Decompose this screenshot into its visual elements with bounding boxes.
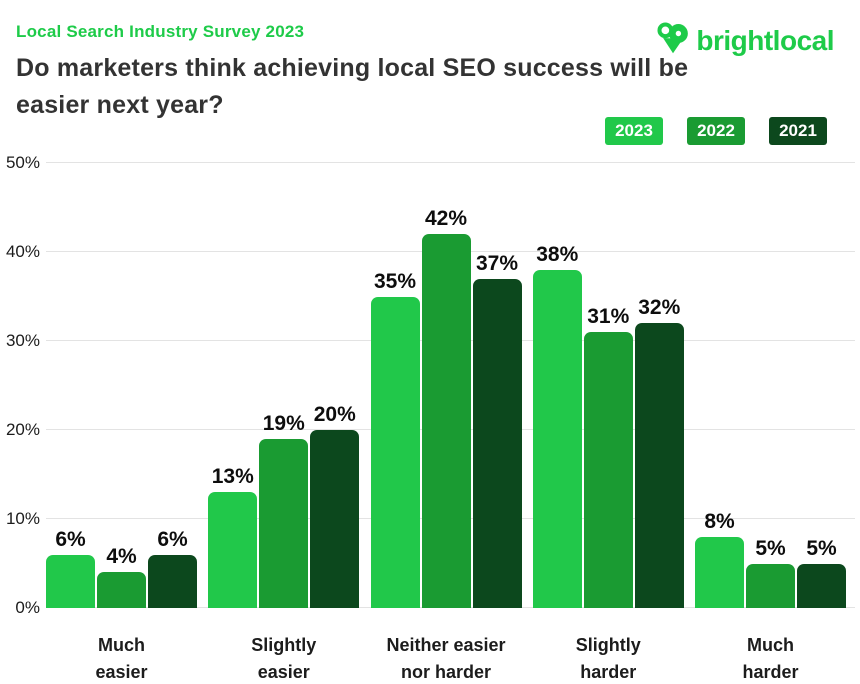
bar-cell-2023: 35%: [370, 163, 420, 608]
plot-area: 6% 4% 6% 13% 19% 20% 35% 42% 37% 38% 31% 32% 8% 5% 5%: [46, 162, 855, 608]
x-axis: Much easier Slightly easier Neither easier…: [46, 632, 846, 684]
legend-item-2022: 2022: [687, 117, 745, 145]
bar-group-5: 8% 5% 5%: [695, 163, 846, 608]
y-tick-label-10: 10%: [5, 509, 40, 528]
bar-cell-2022: 4%: [97, 163, 146, 608]
chart-legend: 2023 2022 2021: [605, 117, 827, 145]
bar-2023: [46, 554, 95, 608]
y-tick-label-30: 30%: [5, 331, 40, 350]
bar-2023: [208, 492, 258, 608]
bar-2023: [370, 296, 420, 608]
x-axis-label-2: Slightly easier: [251, 635, 317, 682]
bar-value-label: 6%: [157, 527, 188, 551]
bar-group-4: 38% 31% 32%: [532, 163, 684, 608]
x-axis-label-3: Neither easier nor harder: [386, 635, 506, 682]
legend-item-2021: 2021: [769, 117, 827, 145]
bar-2023: [695, 536, 744, 608]
gridline-50: [46, 162, 855, 163]
brightlocal-logo: brightlocal: [655, 20, 834, 61]
y-tick-label-40: 40%: [5, 242, 40, 261]
bar-value-label: 13%: [211, 465, 254, 489]
bar-2021: [310, 430, 360, 608]
bar-value-label: 4%: [106, 545, 137, 569]
bar-value-label: 32%: [638, 296, 681, 320]
logo-wordmark: brightlocal: [696, 24, 834, 56]
bar-cell-2021: 37%: [472, 163, 522, 608]
bar-value-label: 42%: [424, 207, 468, 231]
bar-cell-2021: 5%: [797, 163, 846, 608]
bar-cell-2023: 38%: [532, 163, 582, 608]
bar-cell-2021: 6%: [148, 163, 197, 608]
bar-value-label: 37%: [475, 251, 519, 275]
bar-cell-2022: 5%: [746, 163, 795, 608]
bar-cell-2022: 42%: [421, 163, 471, 608]
x-axis-label-4: Slightly harder: [575, 635, 641, 682]
map-pin-heart-icon: [655, 20, 691, 61]
bar-2022: [97, 572, 146, 608]
y-tick-label-0: 0%: [15, 598, 40, 617]
bar-cell-2022: 31%: [583, 163, 633, 608]
bar-2022: [259, 438, 309, 608]
y-tick-label-50: 50%: [5, 153, 40, 172]
bar-cell-2022: 19%: [259, 163, 309, 608]
bar-2021: [634, 323, 684, 608]
bar-2022: [583, 332, 633, 608]
bar-cell-2023: 6%: [46, 163, 95, 608]
x-axis-label-1: Much easier: [95, 635, 148, 682]
page-title: Do marketers think achieving local SEO s…: [16, 54, 689, 119]
y-tick-label-20: 20%: [5, 420, 40, 439]
bar-value-label: 5%: [755, 536, 786, 560]
x-axis-label-5: Much harder: [742, 635, 799, 682]
survey-eyebrow: Local Search Industry Survey 2023: [16, 22, 305, 41]
bar-value-label: 35%: [373, 269, 417, 293]
bar-value-label: 5%: [806, 536, 837, 560]
bar-value-label: 38%: [536, 242, 579, 266]
bar-group-1: 6% 4% 6%: [46, 163, 197, 608]
legend-item-2023: 2023: [605, 117, 663, 145]
bar-value-label: 31%: [587, 305, 630, 329]
bar-cell-2021: 20%: [310, 163, 360, 608]
bar-chart: 0% 10% 20% 30% 40% 50% 6% 4% 6% 13% 19% 20% 35% 42% 3…: [0, 153, 860, 682]
bar-cell-2021: 32%: [634, 163, 684, 608]
bar-value-label: 19%: [262, 411, 305, 435]
bar-group-2: 13% 19% 20%: [208, 163, 360, 608]
bar-2022: [421, 234, 471, 608]
bar-value-label: 20%: [313, 403, 356, 426]
bar-2021: [797, 563, 846, 608]
bar-group-3: 35% 42% 37%: [370, 163, 522, 608]
bar-cell-2023: 13%: [208, 163, 258, 608]
bar-2023: [532, 269, 582, 608]
bar-2021: [148, 554, 197, 608]
bar-groups: 6% 4% 6% 13% 19% 20% 35% 42% 37% 38% 31% 32% 8% 5% 5%: [46, 163, 846, 608]
bar-2022: [746, 563, 795, 608]
y-axis: 0% 10% 20% 30% 40% 50%: [0, 153, 40, 617]
bar-cell-2023: 8%: [695, 163, 744, 608]
bar-2021: [472, 278, 522, 608]
bar-value-label: 8%: [704, 509, 735, 533]
bar-value-label: 6%: [55, 527, 86, 551]
